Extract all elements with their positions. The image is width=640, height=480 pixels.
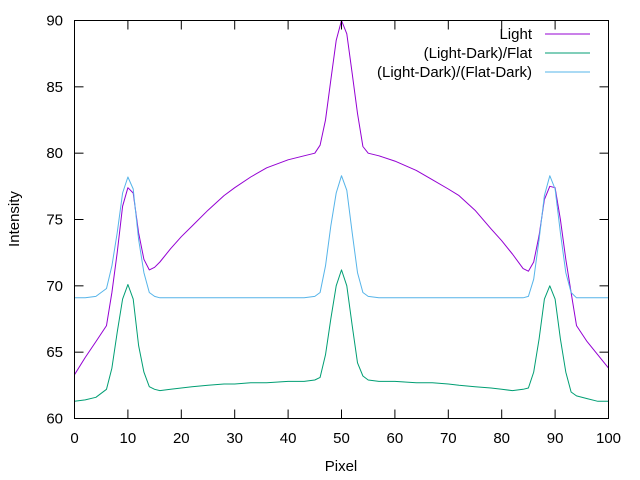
y-tick-label: 80 — [46, 145, 63, 162]
legend-label-2: (Light-Dark)/Flat — [424, 45, 533, 62]
y-tick-label: 60 — [46, 411, 63, 428]
x-tick-label: 40 — [280, 430, 297, 447]
x-tick-label: 30 — [226, 430, 243, 447]
legend-label-3: (Light-Dark)/(Flat-Dark) — [377, 64, 532, 81]
x-tick-label: 60 — [387, 430, 404, 447]
x-tick-label: 20 — [173, 430, 190, 447]
series-line-2 — [74, 269, 609, 402]
y-tick-label: 90 — [46, 13, 63, 30]
series-line-3 — [74, 175, 609, 299]
x-tick-label: 80 — [493, 430, 510, 447]
y-axis-label: Intensity — [6, 191, 23, 247]
y-tick-label: 70 — [46, 278, 63, 295]
y-tick-label: 75 — [46, 212, 63, 229]
legend: Light (Light-Dark)/Flat (Light-Dark)/(Flat… — [377, 26, 590, 81]
x-tick-label: 50 — [333, 430, 350, 447]
y-tick-label: 85 — [46, 79, 63, 96]
x-tick-label: 70 — [440, 430, 457, 447]
x-axis-label: Pixel — [325, 458, 358, 475]
x-tick-label: 0 — [70, 430, 78, 447]
x-tick-label: 10 — [120, 430, 137, 447]
x-tick-label: 100 — [596, 430, 621, 447]
legend-label-1: Light — [499, 26, 532, 43]
plot-frame — [74, 20, 609, 419]
y-tick-label: 65 — [46, 344, 63, 361]
x-tick-label: 90 — [547, 430, 564, 447]
tick-layer: 0 10 20 30 40 50 60 70 80 90 100 60 65 70 75 80 85 90 — [46, 13, 621, 448]
